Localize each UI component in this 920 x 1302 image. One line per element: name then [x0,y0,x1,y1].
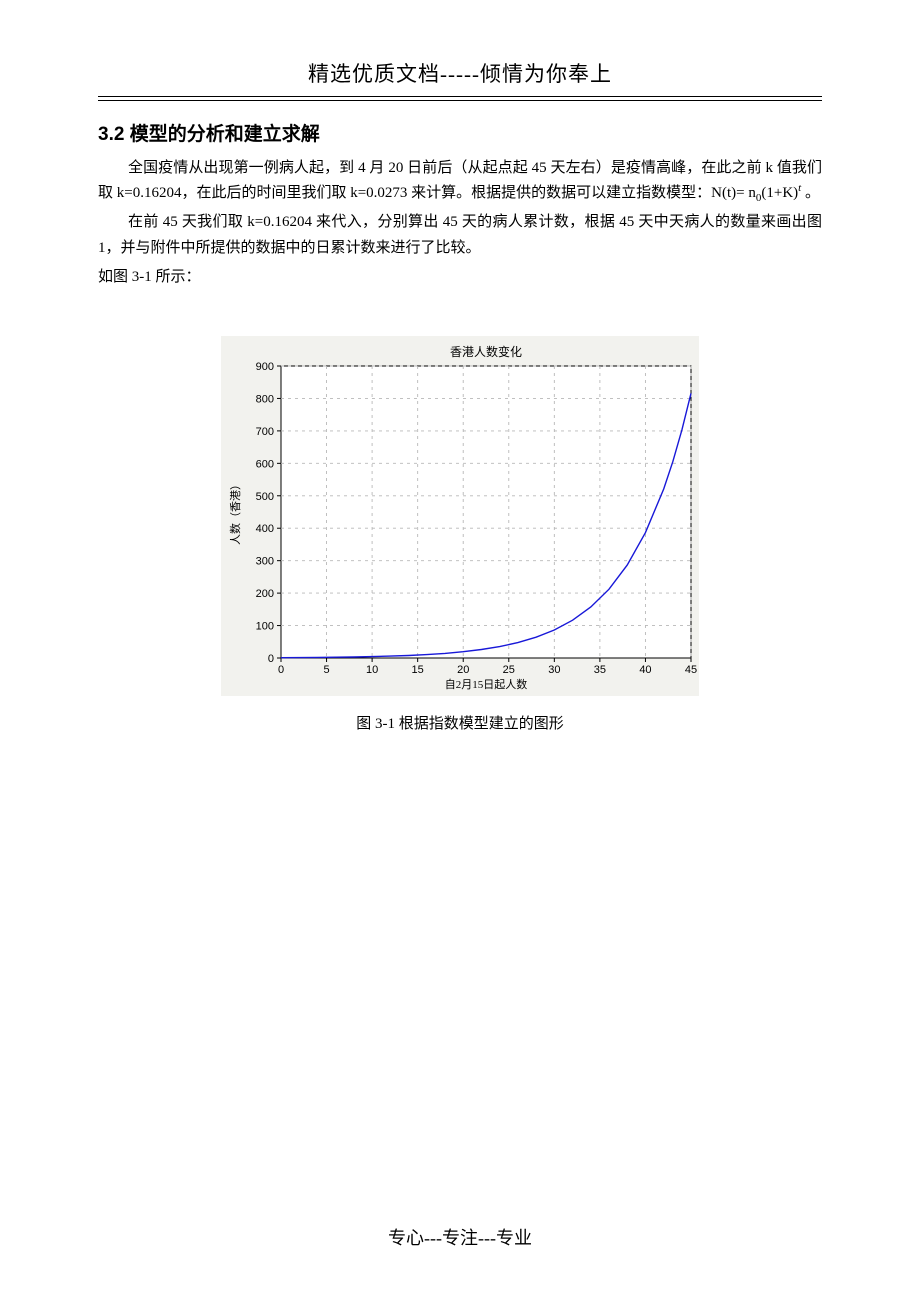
svg-text:35: 35 [594,664,606,676]
chart-caption: 图 3-1 根据指数模型建立的图形 [221,712,699,733]
p1-text-a: 全国疫情从出现第一例病人起，到 4 月 20 日前后（从起点起 45 天左右）是… [98,160,822,201]
svg-text:15: 15 [412,664,424,676]
svg-text:400: 400 [256,523,274,535]
page-footer: 专心---专注---专业 [0,1224,920,1250]
svg-text:香港人数变化: 香港人数变化 [450,344,522,359]
paragraph-3: 如图 3-1 所示： [98,265,822,290]
svg-text:800: 800 [256,393,274,405]
svg-text:10: 10 [366,664,378,676]
svg-text:40: 40 [639,664,651,676]
page: 精选优质文档-----倾情为你奉上 3.2 模型的分析和建立求解 全国疫情从出现… [0,0,920,1302]
svg-text:5: 5 [323,664,329,676]
svg-text:200: 200 [256,588,274,600]
section-title: 3.2 模型的分析和建立求解 [98,119,822,146]
page-header: 精选优质文档-----倾情为你奉上 [98,58,822,94]
svg-text:900: 900 [256,361,274,373]
svg-text:45: 45 [685,664,697,676]
svg-text:30: 30 [548,664,560,676]
paragraph-1: 全国疫情从出现第一例病人起，到 4 月 20 日前后（从起点起 45 天左右）是… [98,156,822,206]
chart: 0 5 10 15 20 25 30 35 40 45 0 100 200 300 400 500 600 700… [221,336,699,696]
svg-text:600: 600 [256,458,274,470]
svg-text:0: 0 [268,653,274,665]
header-rule [98,96,822,101]
svg-text:500: 500 [256,491,274,503]
svg-text:700: 700 [256,426,274,438]
svg-text:100: 100 [256,620,274,632]
svg-text:25: 25 [503,664,515,676]
svg-text:自2月15日起人数: 自2月15日起人数 [445,678,528,691]
svg-text:300: 300 [256,556,274,568]
paragraph-2: 在前 45 天我们取 k=0.16204 来代入，分别算出 45 天的病人累计数… [98,210,822,260]
svg-text:0: 0 [278,664,284,676]
p1-text-b: (1+K) [761,185,798,201]
p1-text-c: 。 [801,185,820,201]
chart-container: 0 5 10 15 20 25 30 35 40 45 0 100 200 300 400 500 600 700… [221,336,699,733]
svg-text:20: 20 [457,664,469,676]
svg-text:人数（香港）: 人数（香港） [229,479,242,545]
